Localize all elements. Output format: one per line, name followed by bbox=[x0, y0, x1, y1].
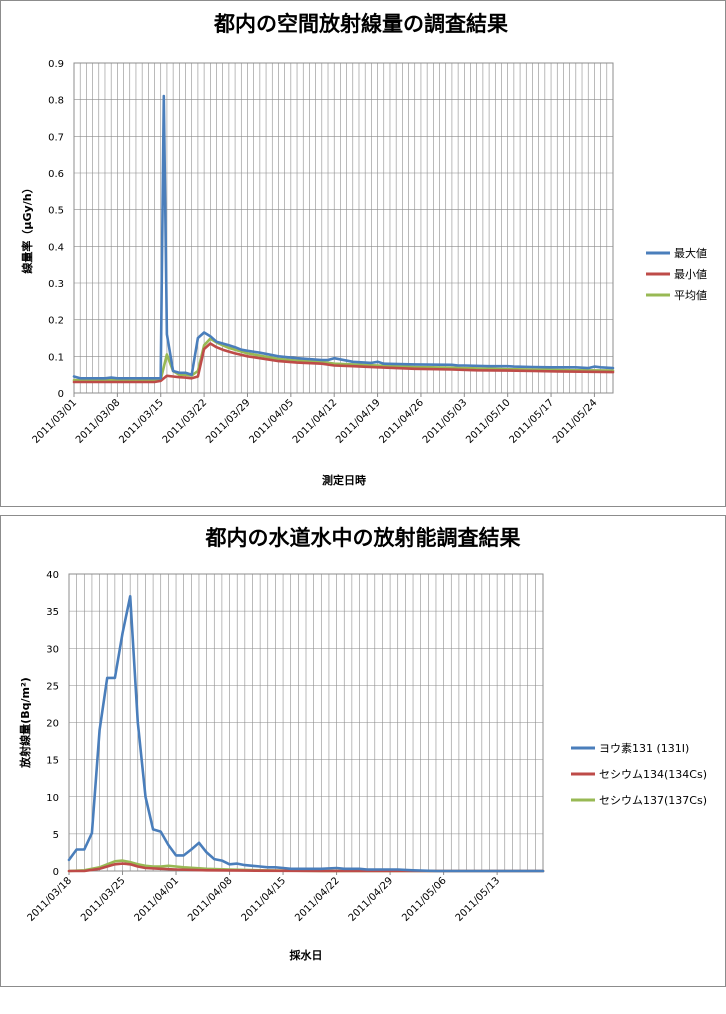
y-tick-label: 35 bbox=[46, 607, 59, 618]
y-tick-label: 0 bbox=[53, 867, 59, 878]
x-tick-label: 2011/04/01 bbox=[133, 875, 182, 924]
series-line-1 bbox=[72, 94, 615, 380]
y-tick-label: 5 bbox=[53, 830, 59, 841]
legend-label: 最大値 bbox=[674, 246, 707, 260]
y-tick-label: 0.5 bbox=[48, 206, 64, 217]
x-tick-label: 2011/03/08 bbox=[74, 397, 123, 446]
x-tick-label: 2011/03/18 bbox=[26, 875, 75, 924]
x-tick-label: 2011/03/29 bbox=[204, 397, 253, 446]
plot-area bbox=[73, 62, 614, 394]
x-axis-label: 採水日 bbox=[290, 948, 323, 962]
x-tick-label: 2011/05/17 bbox=[508, 397, 557, 446]
y-tick-label: 10 bbox=[46, 793, 59, 804]
series-line-2 bbox=[72, 342, 615, 384]
x-tick-label: 2011/03/01 bbox=[31, 397, 80, 446]
y-tick-label: 30 bbox=[46, 644, 59, 655]
chart-title: 都内の空間放射線量の調査結果 bbox=[213, 12, 508, 36]
x-tick-label: 2011/05/10 bbox=[464, 397, 513, 446]
x-tick-label: 2011/05/06 bbox=[400, 875, 449, 924]
y-tick-label: 20 bbox=[46, 719, 59, 730]
series-line-2 bbox=[67, 862, 545, 873]
y-tick-label: 0.9 bbox=[48, 59, 64, 70]
x-tick-label: 2011/03/25 bbox=[79, 875, 128, 924]
y-tick-label: 25 bbox=[46, 681, 59, 692]
y-axis-label: 線量率（μGy/h） bbox=[20, 182, 34, 273]
x-tick-label: 2011/04/19 bbox=[334, 397, 383, 446]
x-tick-label: 2011/05/13 bbox=[454, 875, 503, 924]
y-tick-label: 0.4 bbox=[48, 242, 64, 253]
x-tick-label: 2011/04/08 bbox=[186, 875, 235, 924]
tap-water-chart-panel: 都内の水道水中の放射能調査結果 0 5 10 15 20 25 30 35 40 2011/03/1… bbox=[0, 515, 726, 987]
x-tick-label: 2011/04/12 bbox=[291, 397, 340, 446]
series-line-1 bbox=[67, 595, 545, 873]
legend-label: ヨウ素131 (131I) bbox=[599, 742, 689, 755]
legend-label: 平均値 bbox=[674, 289, 707, 302]
air-dose-chart-panel: 都内の空間放射線量の調査結果 0 0.1 0.2 0.3 0.4 0.5 0.6 0.7 0.8 0… bbox=[0, 0, 726, 507]
y-tick-label: 0.3 bbox=[48, 279, 64, 290]
y-axis-label: 放射線量(Bq/m²) bbox=[18, 677, 32, 769]
y-tick-label: 15 bbox=[46, 756, 59, 767]
chart-title: 都内の水道水中の放射能調査結果 bbox=[205, 526, 521, 550]
legend-label: セシウム137(137Cs) bbox=[599, 794, 707, 807]
x-tick-label: 2011/03/22 bbox=[161, 397, 210, 446]
x-tick-label: 2011/04/26 bbox=[378, 397, 427, 446]
series-line-3 bbox=[72, 337, 615, 382]
y-tick-label: 0.7 bbox=[48, 132, 64, 143]
legend-label: 最小値 bbox=[674, 268, 707, 281]
x-tick-label: 2011/04/29 bbox=[347, 875, 396, 924]
legend-label: セシウム134(134Cs) bbox=[599, 768, 707, 781]
y-tick-label: 40 bbox=[46, 570, 59, 581]
x-tick-label: 2011/04/22 bbox=[293, 875, 342, 924]
y-tick-label: 0.2 bbox=[48, 316, 64, 327]
x-tick-label: 2011/05/03 bbox=[421, 397, 470, 446]
y-tick-label: 0.8 bbox=[48, 96, 64, 107]
x-tick-label: 2011/03/15 bbox=[117, 397, 166, 446]
air-dose-chart: 都内の空間放射線量の調査結果 0 0.1 0.2 0.3 0.4 0.5 0.6 0.7 0.8 0… bbox=[20, 12, 707, 487]
tap-water-chart: 都内の水道水中の放射能調査結果 0 5 10 15 20 25 30 35 40 2011/03/1… bbox=[18, 526, 707, 962]
x-tick-label: 2011/05/24 bbox=[551, 397, 600, 446]
y-tick-label: 0.6 bbox=[48, 169, 64, 180]
y-tick-label: 0 bbox=[58, 389, 64, 400]
x-tick-label: 2011/04/05 bbox=[247, 397, 296, 446]
y-tick-label: 0.1 bbox=[48, 352, 64, 363]
x-tick-label: 2011/04/15 bbox=[240, 875, 289, 924]
x-axis-label: 測定日時 bbox=[322, 473, 366, 487]
